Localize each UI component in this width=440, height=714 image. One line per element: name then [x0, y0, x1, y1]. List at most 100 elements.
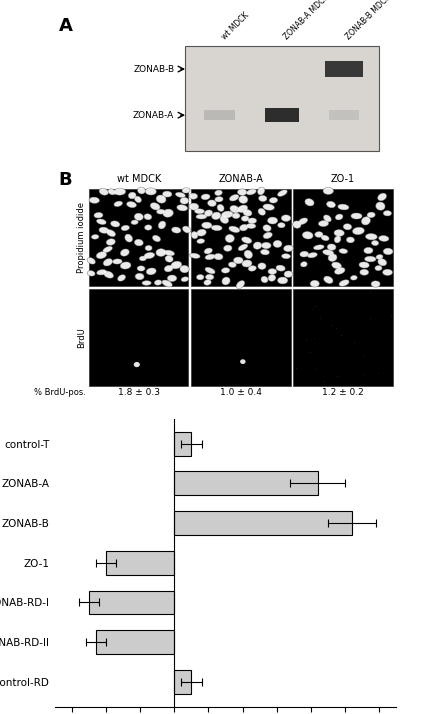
Bar — [265, 108, 299, 122]
Ellipse shape — [189, 203, 198, 210]
Ellipse shape — [176, 204, 188, 211]
Ellipse shape — [158, 221, 165, 229]
Ellipse shape — [144, 245, 153, 251]
Ellipse shape — [359, 262, 369, 268]
Ellipse shape — [308, 253, 317, 258]
Ellipse shape — [360, 269, 369, 275]
Ellipse shape — [240, 224, 248, 231]
Ellipse shape — [253, 242, 262, 249]
Ellipse shape — [383, 211, 391, 216]
Ellipse shape — [211, 211, 221, 220]
Ellipse shape — [318, 220, 329, 227]
Ellipse shape — [382, 269, 393, 276]
Ellipse shape — [258, 208, 265, 215]
Ellipse shape — [242, 260, 252, 267]
Ellipse shape — [106, 238, 116, 246]
Ellipse shape — [121, 249, 129, 256]
Ellipse shape — [236, 281, 245, 288]
Ellipse shape — [257, 208, 266, 216]
Ellipse shape — [214, 253, 223, 260]
Ellipse shape — [164, 250, 174, 256]
Ellipse shape — [335, 268, 345, 274]
Ellipse shape — [190, 253, 200, 258]
Ellipse shape — [131, 220, 138, 224]
Ellipse shape — [276, 265, 285, 271]
Text: 1.2 ± 0.2: 1.2 ± 0.2 — [322, 388, 364, 398]
Ellipse shape — [322, 249, 334, 256]
Ellipse shape — [180, 266, 189, 273]
Ellipse shape — [162, 191, 172, 198]
Ellipse shape — [205, 267, 216, 274]
Ellipse shape — [135, 239, 143, 246]
Ellipse shape — [189, 193, 198, 199]
Ellipse shape — [281, 214, 291, 222]
Ellipse shape — [323, 214, 332, 222]
Ellipse shape — [216, 204, 225, 212]
Ellipse shape — [203, 279, 212, 286]
Ellipse shape — [339, 280, 349, 286]
Ellipse shape — [282, 215, 290, 221]
Ellipse shape — [262, 203, 275, 211]
Ellipse shape — [107, 188, 117, 195]
Ellipse shape — [261, 276, 268, 283]
Ellipse shape — [284, 271, 293, 277]
Ellipse shape — [152, 235, 161, 242]
Text: ZONAB-B MDCK: ZONAB-B MDCK — [344, 0, 393, 41]
Ellipse shape — [277, 189, 288, 197]
Ellipse shape — [121, 226, 129, 231]
Ellipse shape — [338, 204, 349, 210]
Text: B: B — [59, 171, 72, 188]
Ellipse shape — [162, 208, 174, 218]
Ellipse shape — [165, 266, 173, 272]
Ellipse shape — [139, 256, 147, 261]
Ellipse shape — [383, 269, 392, 276]
Ellipse shape — [145, 246, 152, 251]
Ellipse shape — [113, 188, 126, 196]
Ellipse shape — [230, 194, 239, 201]
Ellipse shape — [153, 236, 161, 241]
Ellipse shape — [238, 243, 248, 251]
Ellipse shape — [196, 238, 205, 244]
Ellipse shape — [313, 244, 325, 250]
Ellipse shape — [171, 261, 182, 268]
Ellipse shape — [283, 245, 294, 252]
Ellipse shape — [155, 248, 167, 257]
Ellipse shape — [366, 233, 377, 240]
Ellipse shape — [228, 226, 240, 233]
Ellipse shape — [182, 188, 190, 193]
Ellipse shape — [334, 236, 341, 243]
Ellipse shape — [114, 201, 123, 207]
Ellipse shape — [310, 280, 320, 287]
Ellipse shape — [221, 211, 233, 218]
Ellipse shape — [202, 222, 212, 228]
Ellipse shape — [136, 266, 146, 271]
Ellipse shape — [222, 268, 230, 273]
Ellipse shape — [263, 232, 273, 239]
Ellipse shape — [201, 221, 213, 229]
Ellipse shape — [156, 248, 166, 256]
Bar — [329, 110, 359, 120]
Ellipse shape — [144, 213, 152, 220]
Ellipse shape — [242, 216, 249, 221]
Ellipse shape — [326, 201, 336, 208]
Ellipse shape — [92, 235, 99, 239]
Ellipse shape — [215, 196, 223, 202]
Ellipse shape — [214, 196, 224, 202]
Ellipse shape — [327, 244, 336, 251]
Ellipse shape — [263, 232, 272, 238]
Ellipse shape — [91, 234, 99, 240]
Ellipse shape — [237, 205, 248, 213]
Ellipse shape — [201, 193, 211, 200]
Ellipse shape — [383, 248, 393, 255]
Ellipse shape — [248, 265, 257, 271]
Ellipse shape — [93, 212, 103, 218]
Ellipse shape — [234, 257, 243, 263]
Ellipse shape — [97, 219, 106, 224]
Ellipse shape — [181, 277, 189, 281]
Ellipse shape — [207, 199, 217, 207]
Ellipse shape — [135, 196, 141, 203]
Ellipse shape — [367, 212, 375, 218]
Ellipse shape — [268, 268, 277, 275]
Bar — [174, 511, 352, 535]
Ellipse shape — [172, 227, 181, 233]
